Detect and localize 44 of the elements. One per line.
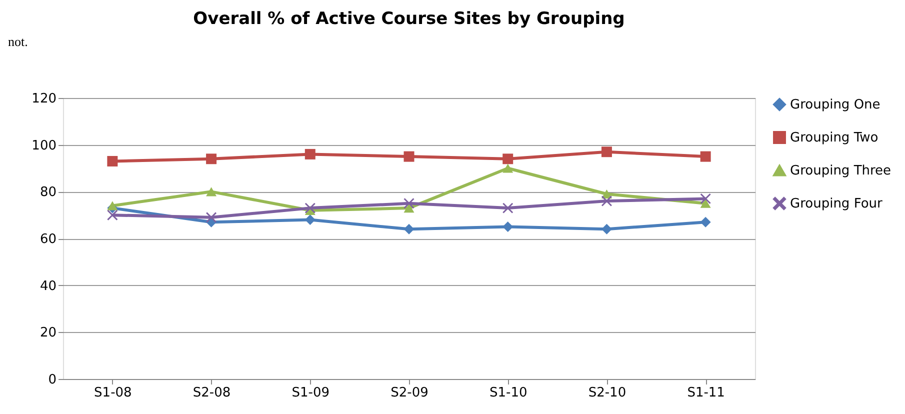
point [700,216,711,228]
point [107,210,118,220]
point [304,148,316,160]
point [404,151,414,162]
x-tick-label: S1-09 [292,386,330,400]
point [304,214,316,226]
text: not. [8,34,28,49]
point [404,204,414,213]
legend-label: Grouping One [790,98,880,112]
point [502,164,514,173]
point [304,202,316,214]
point [206,154,217,164]
x-tick-label: S1-10 [489,386,528,400]
point [601,196,612,206]
y-tick-label: 40 [40,278,56,294]
x-tick-label: S2-10 [588,386,626,400]
point [502,154,514,164]
y-tick-label: 120 [32,92,56,106]
point [107,156,118,166]
x-tick-label: S2-08 [192,386,231,400]
x-tick-label: S1-08 [94,386,132,400]
point [206,187,217,196]
point [404,198,414,209]
point [601,146,612,158]
point [107,201,118,210]
point [404,224,414,234]
point [700,193,711,204]
point [700,151,711,162]
point [206,212,217,223]
legend-label: Grouping Four [790,196,884,212]
legend-label: Grouping Three [790,164,892,178]
y-tick-label: 0 [48,372,56,388]
y-tick-label: 100 [32,138,56,154]
point [601,224,612,234]
chart-title: Overall % of Active Course Sites by Grouping [193,9,625,29]
point [502,222,514,232]
y-tick-label: 60 [40,232,56,247]
point [700,198,711,208]
y-tick-label: 80 [40,185,56,200]
legend-label: Grouping Two [790,130,878,146]
x-tick-label: S1-11 [687,386,725,400]
y-tick-label: 20 [40,326,56,341]
x-tick-label: S2-09 [390,386,428,400]
point [502,202,514,214]
